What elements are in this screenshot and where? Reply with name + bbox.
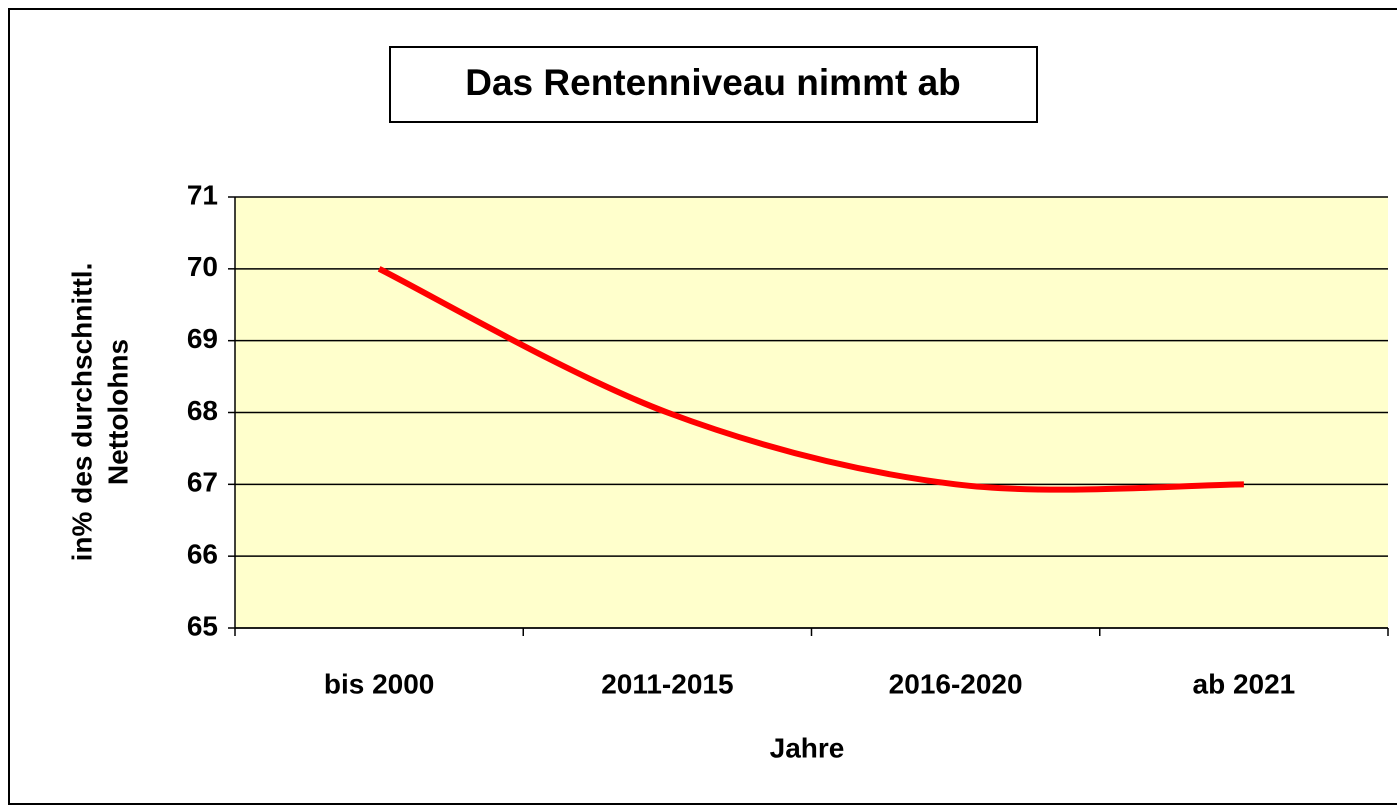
y-tick-label: 66 [187, 539, 218, 570]
x-tick-label: 2016-2020 [889, 668, 1023, 699]
data-line [377, 266, 1244, 493]
x-tick-label: ab 2021 [1193, 668, 1296, 699]
y-tick-label: 71 [187, 179, 218, 210]
x-tick-label: bis 2000 [324, 668, 435, 699]
y-tick-label: 69 [187, 323, 218, 354]
y-tick-label: 65 [187, 610, 218, 641]
y-tick-label: 70 [187, 251, 218, 282]
x-axis-label: Jahre [770, 732, 845, 763]
y-axis-label: in% des durchschnittl. Nettolohns [66, 263, 133, 562]
x-tick-label: 2011-2015 [601, 668, 733, 699]
y-tick-label: 68 [187, 395, 218, 426]
y-axis-label-line: in% des durchschnittl. [66, 263, 97, 562]
y-axis-label-line: Nettolohns [102, 339, 133, 485]
y-tick-label: 67 [187, 467, 218, 498]
title-box [389, 46, 1038, 123]
chart-title: Das Rentenniveau nimmt ab [465, 62, 961, 103]
